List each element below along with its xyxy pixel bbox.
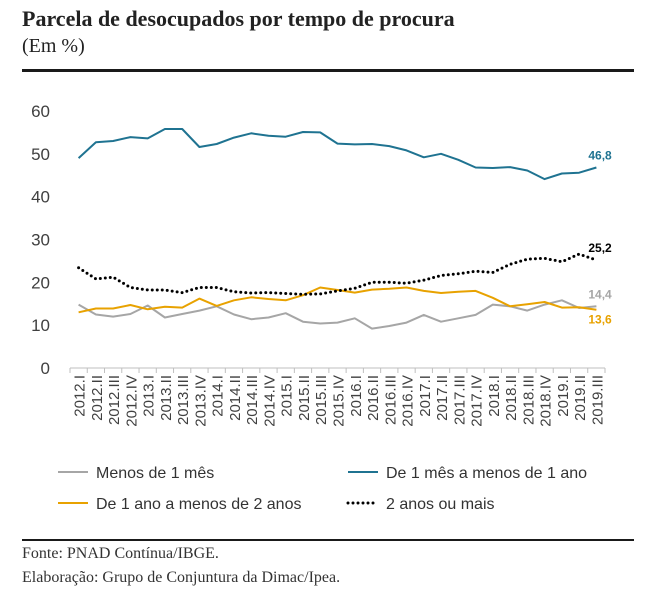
x-tick-label: 2015.II [296, 375, 313, 421]
source-note: Fonte: PNAD Contínua/IBGE. [22, 545, 219, 562]
y-tick-label: 60 [31, 102, 50, 121]
credit-note: Elaboração: Grupo de Conjuntura da Dimac… [22, 569, 341, 586]
x-tick-label: 2014.II [227, 375, 244, 421]
x-tick-label: 2018.III [520, 375, 537, 425]
x-tick-label: 2016.I [348, 375, 365, 417]
x-tick-label: 2016.IV [400, 375, 417, 427]
series-line-2 [77, 128, 597, 181]
x-tick-label: 2013.IV [192, 375, 209, 427]
x-tick-label: 2018.I [486, 375, 503, 417]
x-tick-label: 2018.II [503, 375, 520, 421]
y-tick-label: 40 [31, 188, 50, 207]
x-tick-label: 2017.II [434, 375, 451, 421]
bottom-divider [22, 539, 634, 541]
series-line-4 [77, 252, 598, 296]
x-tick-label: 2018.IV [538, 375, 555, 427]
y-tick-label: 10 [31, 316, 50, 335]
x-tick-label: 2014.I [210, 375, 227, 417]
end-value-label: 25,2 [588, 241, 612, 255]
x-tick-label: 2017.IV [469, 375, 486, 427]
y-tick-label: 30 [31, 231, 50, 250]
chart-subtitle: (Em %) [22, 35, 85, 57]
end-value-label: 14,4 [588, 287, 612, 301]
x-tick-label: 2012.I [72, 375, 89, 417]
x-tick-label: 2016.II [365, 375, 382, 421]
legend-label: De 1 mês a menos de 1 ano [386, 465, 587, 482]
legend-label: Menos de 1 mês [96, 465, 214, 482]
x-tick-label: 2017.III [451, 375, 468, 425]
series-line-3 [78, 286, 597, 314]
end-value-label: 13,6 [588, 313, 612, 327]
x-tick-label: 2017.I [417, 375, 434, 417]
chart-title: Parcela de desocupados por tempo de proc… [22, 6, 455, 31]
x-tick-label: 2013.III [175, 375, 192, 425]
x-tick-label: 2019.II [572, 375, 589, 421]
x-tick-label: 2019.I [555, 375, 572, 417]
x-tick-label: 2012.II [89, 375, 106, 421]
x-tick-label: 2016.III [382, 375, 399, 425]
x-tick-label: 2015.IV [331, 375, 348, 427]
top-divider [22, 69, 634, 72]
x-tick-label: 2015.III [313, 375, 330, 425]
y-tick-label: 50 [31, 145, 50, 164]
x-tick-label: 2012.IV [123, 375, 140, 427]
y-tick-label: 20 [31, 273, 50, 292]
x-tick-label: 2013.I [141, 375, 158, 417]
y-tick-label: 0 [41, 359, 50, 378]
x-tick-label: 2014.IV [261, 375, 278, 427]
end-value-label: 46,8 [588, 149, 612, 163]
x-tick-label: 2015.I [279, 375, 296, 417]
x-tick-label: 2013.II [158, 375, 175, 421]
x-tick-label: 2014.III [244, 375, 261, 425]
line-chart: 0 10 20 30 40 50 60 2012.I 2012.II 2012.III 2012.I… [31, 102, 612, 513]
legend-label: De 1 ano a menos de 2 anos [96, 496, 301, 513]
x-tick-label: 2019.III [589, 375, 606, 425]
x-tick-label: 2012.III [106, 375, 123, 425]
legend-label: 2 anos ou mais [386, 496, 495, 513]
